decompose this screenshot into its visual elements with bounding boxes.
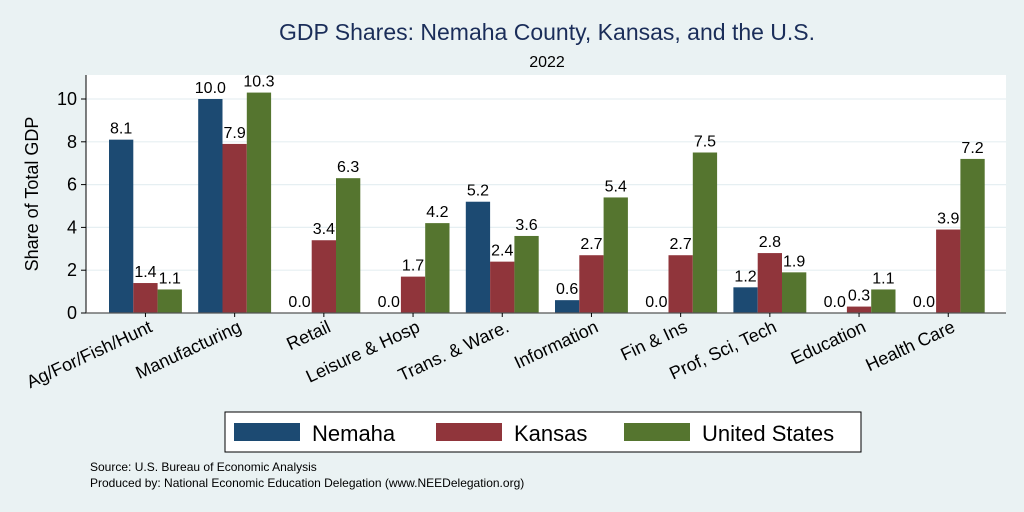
bar-kansas (668, 255, 693, 313)
source-note: Source: U.S. Bureau of Economic Analysis (90, 460, 317, 474)
legend-swatch-nemaha (234, 423, 300, 441)
x-tick-label: Ag/For/Fish/Hunt (23, 316, 155, 392)
y-tick-label: 8 (67, 132, 77, 152)
bar-kansas (400, 276, 426, 313)
data-label: 2.7 (580, 236, 602, 253)
bar-nemaha (733, 287, 758, 313)
bar-united-states (157, 289, 182, 313)
bar-united-states (425, 223, 450, 313)
bar-kansas (846, 306, 872, 313)
legend-swatch-kansas (436, 423, 502, 441)
data-label: 1.2 (734, 268, 756, 285)
data-label: 1.9 (783, 253, 805, 270)
x-tick-label: Health Care (862, 316, 958, 375)
data-label: 10.0 (195, 80, 226, 97)
data-label: 7.9 (224, 125, 246, 142)
y-tick-label: 0 (67, 303, 77, 323)
legend: Nemaha Kansas United States (224, 411, 862, 453)
data-label: 7.2 (961, 140, 983, 157)
bar-kansas (222, 143, 247, 313)
bar-kansas (936, 229, 961, 313)
data-label: 3.9 (937, 211, 959, 228)
bar-united-states (603, 197, 628, 313)
data-label: 0.0 (824, 294, 846, 311)
y-axis-label: Share of Total GDP (22, 117, 42, 272)
bar-united-states (692, 152, 718, 313)
data-label: 7.5 (694, 134, 716, 151)
y-tick-label: 6 (67, 175, 77, 195)
data-label: 0.0 (913, 294, 935, 311)
data-label: 4.2 (426, 204, 448, 221)
data-label: 5.4 (605, 178, 627, 195)
bar-nemaha (198, 99, 223, 313)
bar-united-states (246, 92, 272, 313)
data-label: 0.3 (848, 288, 870, 305)
data-label: 2.4 (491, 243, 513, 260)
bar-kansas (490, 261, 515, 313)
y-tick-label: 2 (67, 260, 77, 280)
data-label: 1.1 (872, 270, 894, 287)
bar-united-states (514, 235, 539, 313)
bar-united-states (336, 178, 361, 313)
x-tick-label: Information (511, 316, 601, 372)
data-label: 10.3 (243, 74, 274, 91)
y-tick-label: 10 (57, 89, 77, 109)
bar-kansas (579, 255, 604, 313)
legend-swatch-united-states (624, 423, 690, 441)
bar-nemaha (465, 201, 491, 313)
bar-united-states (960, 158, 985, 313)
legend-label: Nemaha (312, 421, 396, 446)
bar-united-states (871, 289, 896, 313)
y-tick-label: 4 (67, 217, 77, 237)
x-tick-label: Fin & Ins (618, 316, 691, 364)
data-label: 2.7 (670, 236, 692, 253)
chart-title: GDP Shares: Nemaha County, Kansas, and t… (279, 19, 815, 45)
bars (109, 92, 985, 313)
bar-kansas (757, 253, 782, 313)
x-tick-label: Education (788, 316, 869, 368)
produced-by-note: Produced by: National Economic Education… (90, 476, 524, 490)
data-label: 1.4 (134, 264, 156, 281)
chart-subtitle: 2022 (529, 54, 565, 71)
data-label: 3.6 (515, 217, 537, 234)
legend-box (224, 411, 862, 453)
bar-kansas (311, 240, 336, 313)
data-label: 0.0 (645, 294, 667, 311)
data-label: 8.1 (110, 121, 132, 138)
legend-label: United States (702, 421, 834, 446)
x-tick-label: Retail (283, 316, 333, 354)
bar-nemaha (555, 300, 580, 313)
data-label: 0.0 (378, 294, 400, 311)
data-label: 0.6 (556, 281, 578, 298)
bar-kansas (133, 283, 158, 313)
data-label: 6.3 (337, 159, 359, 176)
data-label: 2.8 (759, 234, 781, 251)
bar-united-states (782, 272, 807, 313)
data-label: 1.1 (159, 270, 181, 287)
data-label: 1.7 (402, 258, 424, 275)
data-label: 0.0 (288, 294, 310, 311)
data-label: 5.2 (467, 183, 489, 200)
y-ticks: 0 2 4 6 8 10 (57, 89, 86, 323)
legend-label: Kansas (514, 421, 587, 446)
bar-nemaha (109, 139, 134, 313)
data-labels: 8.11.4 1.110.07.910.30.03.46.30.01.74.25.… (110, 74, 984, 311)
data-label: 3.4 (313, 221, 335, 238)
